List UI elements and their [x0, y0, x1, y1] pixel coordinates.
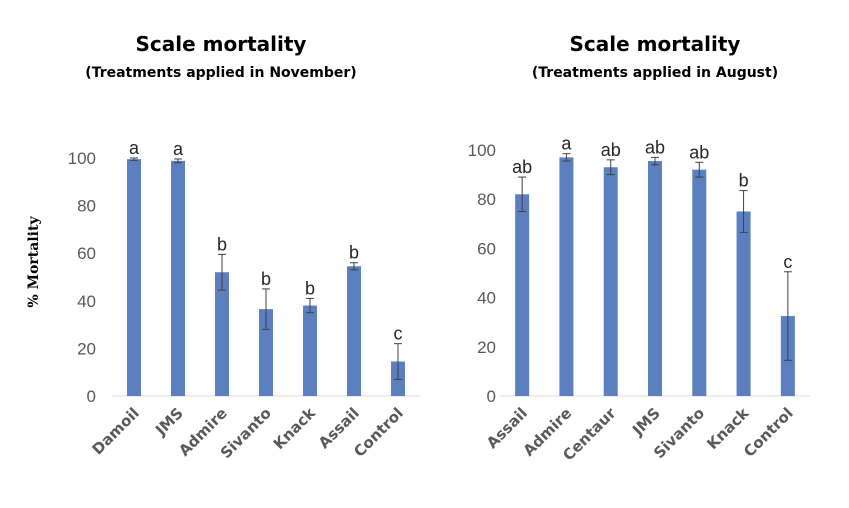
significance-label: b	[349, 243, 359, 263]
bar-sivanto	[259, 309, 273, 396]
category-label: Knack	[270, 403, 320, 453]
y-tick-label: 40	[77, 292, 96, 311]
bar-admire	[215, 272, 229, 396]
y-tick-label: 20	[477, 338, 496, 357]
bar-jms	[171, 160, 185, 396]
y-tick-label: 0	[487, 387, 496, 406]
bar-sivanto	[692, 169, 707, 396]
category-label: Damoil	[89, 404, 143, 458]
y-tick-label: 80	[77, 197, 96, 216]
y-tick-label: 100	[468, 141, 496, 160]
significance-label: c	[783, 252, 792, 272]
bar-jms	[648, 161, 662, 396]
category-label: Control	[350, 404, 407, 461]
significance-label: a	[561, 134, 572, 154]
chart-right: 020406080100abAssailaAdmireabCentaurabJM…	[468, 134, 810, 464]
y-tick-label: 60	[477, 239, 496, 258]
y-tick-label: 60	[77, 244, 96, 263]
y-tick-label: 40	[477, 289, 496, 308]
bar-damoil	[127, 159, 141, 396]
bar-knack	[303, 305, 317, 396]
significance-label: b	[217, 234, 227, 254]
chart-left: 020406080100aDamoilaJMSbAdmirebSivantobK…	[68, 138, 420, 462]
significance-label: b	[261, 269, 271, 289]
y-tick-label: 80	[477, 190, 496, 209]
y-tick-label: 20	[77, 339, 96, 358]
category-label: JMS	[151, 404, 187, 440]
significance-label: a	[173, 139, 184, 159]
significance-label: b	[739, 171, 749, 191]
significance-label: b	[305, 278, 315, 298]
bar-admire	[559, 157, 574, 396]
bar-assail	[347, 266, 361, 396]
significance-label: c	[394, 324, 403, 344]
category-label: JMS	[628, 404, 664, 440]
significance-label: ab	[512, 157, 532, 177]
y-tick-label: 0	[87, 387, 96, 406]
bar-centaur	[603, 167, 618, 396]
significance-label: ab	[689, 142, 709, 162]
significance-label: ab	[601, 140, 621, 160]
category-label: Control	[740, 404, 797, 461]
significance-label: ab	[645, 137, 665, 157]
bar-assail	[515, 194, 530, 396]
y-axis-label: % Mortality	[26, 216, 42, 308]
chart-subtitle-right: (Treatments applied in August)	[532, 65, 778, 81]
bar-knack	[736, 211, 751, 396]
y-tick-label: 100	[68, 149, 96, 168]
chart-subtitle-left: (Treatments applied in November)	[85, 65, 356, 81]
significance-label: a	[129, 138, 140, 158]
chart-title-left: Scale mortality	[136, 32, 307, 56]
chart-title-right: Scale mortality	[570, 32, 741, 56]
